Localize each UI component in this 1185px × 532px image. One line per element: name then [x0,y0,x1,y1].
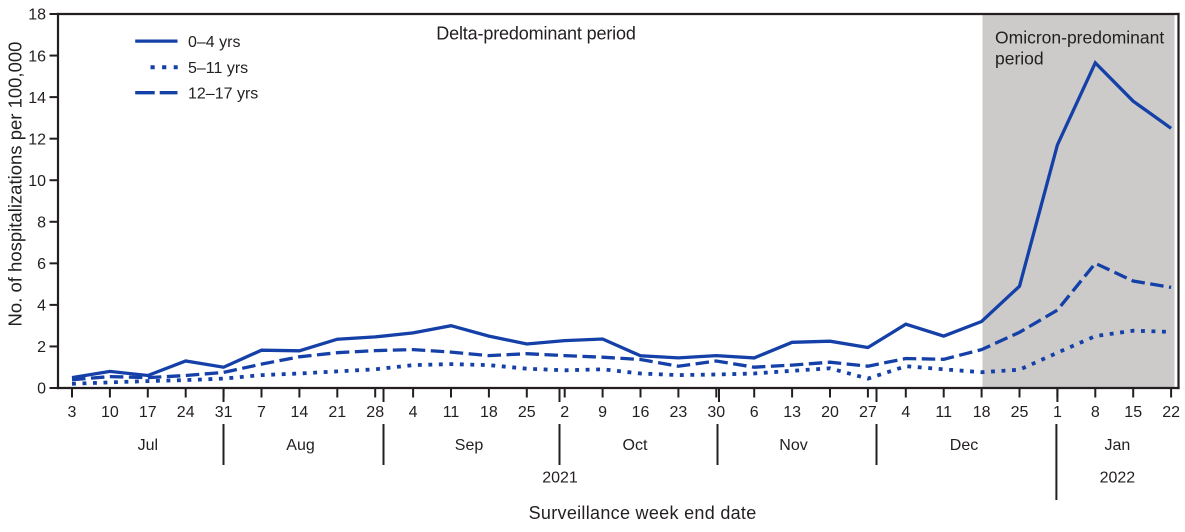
svg-text:11: 11 [443,404,460,421]
svg-text:23: 23 [670,404,688,421]
svg-text:0–4 yrs: 0–4 yrs [188,34,240,51]
svg-text:15: 15 [1124,404,1142,421]
svg-text:Nov: Nov [779,437,807,454]
svg-text:7: 7 [257,404,266,421]
svg-text:Delta-predominant period: Delta-predominant period [436,24,636,44]
svg-text:4: 4 [409,404,418,421]
svg-text:12: 12 [28,131,46,148]
svg-text:30: 30 [707,404,725,421]
svg-text:18: 18 [973,404,991,421]
svg-text:Jul: Jul [138,437,158,454]
svg-text:27: 27 [859,404,877,421]
svg-text:Aug: Aug [286,437,314,454]
svg-text:2: 2 [37,339,46,356]
svg-text:18: 18 [28,7,46,24]
svg-text:10: 10 [28,173,46,190]
svg-text:Sep: Sep [455,437,484,454]
svg-text:1: 1 [1053,404,1062,421]
svg-text:17: 17 [139,404,157,421]
svg-text:4: 4 [901,404,910,421]
svg-text:16: 16 [28,48,46,65]
svg-text:11: 11 [935,404,952,421]
svg-text:Oct: Oct [623,437,648,454]
svg-text:8: 8 [37,214,46,231]
svg-text:14: 14 [28,90,46,107]
svg-text:14: 14 [291,404,309,421]
svg-text:28: 28 [366,404,384,421]
svg-text:3: 3 [68,404,77,421]
svg-text:2: 2 [560,404,569,421]
svg-text:Dec: Dec [950,437,978,454]
svg-text:No. of hospitalizations per 10: No. of hospitalizations per 100,000 [5,42,26,327]
svg-text:20: 20 [821,404,839,421]
svg-text:period: period [995,49,1044,69]
svg-text:4: 4 [37,298,46,315]
svg-text:31: 31 [215,404,233,421]
svg-text:6: 6 [37,256,46,273]
svg-text:18: 18 [480,404,498,421]
svg-text:2021: 2021 [542,470,578,487]
svg-text:24: 24 [177,404,195,421]
svg-text:12–17 yrs: 12–17 yrs [188,86,258,103]
svg-text:10: 10 [101,404,119,421]
svg-text:13: 13 [783,404,801,421]
svg-text:0: 0 [37,381,46,398]
svg-text:Surveillance week end date: Surveillance week end date [529,503,757,523]
svg-text:9: 9 [598,404,607,421]
svg-text:25: 25 [1011,404,1029,421]
svg-text:2022: 2022 [1100,470,1136,487]
svg-text:8: 8 [1091,404,1100,421]
svg-text:Jan: Jan [1105,437,1131,454]
svg-text:5–11 yrs: 5–11 yrs [188,60,248,77]
svg-text:16: 16 [632,404,650,421]
svg-text:21: 21 [328,404,346,421]
svg-text:25: 25 [518,404,536,421]
svg-text:22: 22 [1162,404,1180,421]
svg-text:Omicron-predominant: Omicron-predominant [995,28,1164,48]
svg-text:6: 6 [750,404,759,421]
